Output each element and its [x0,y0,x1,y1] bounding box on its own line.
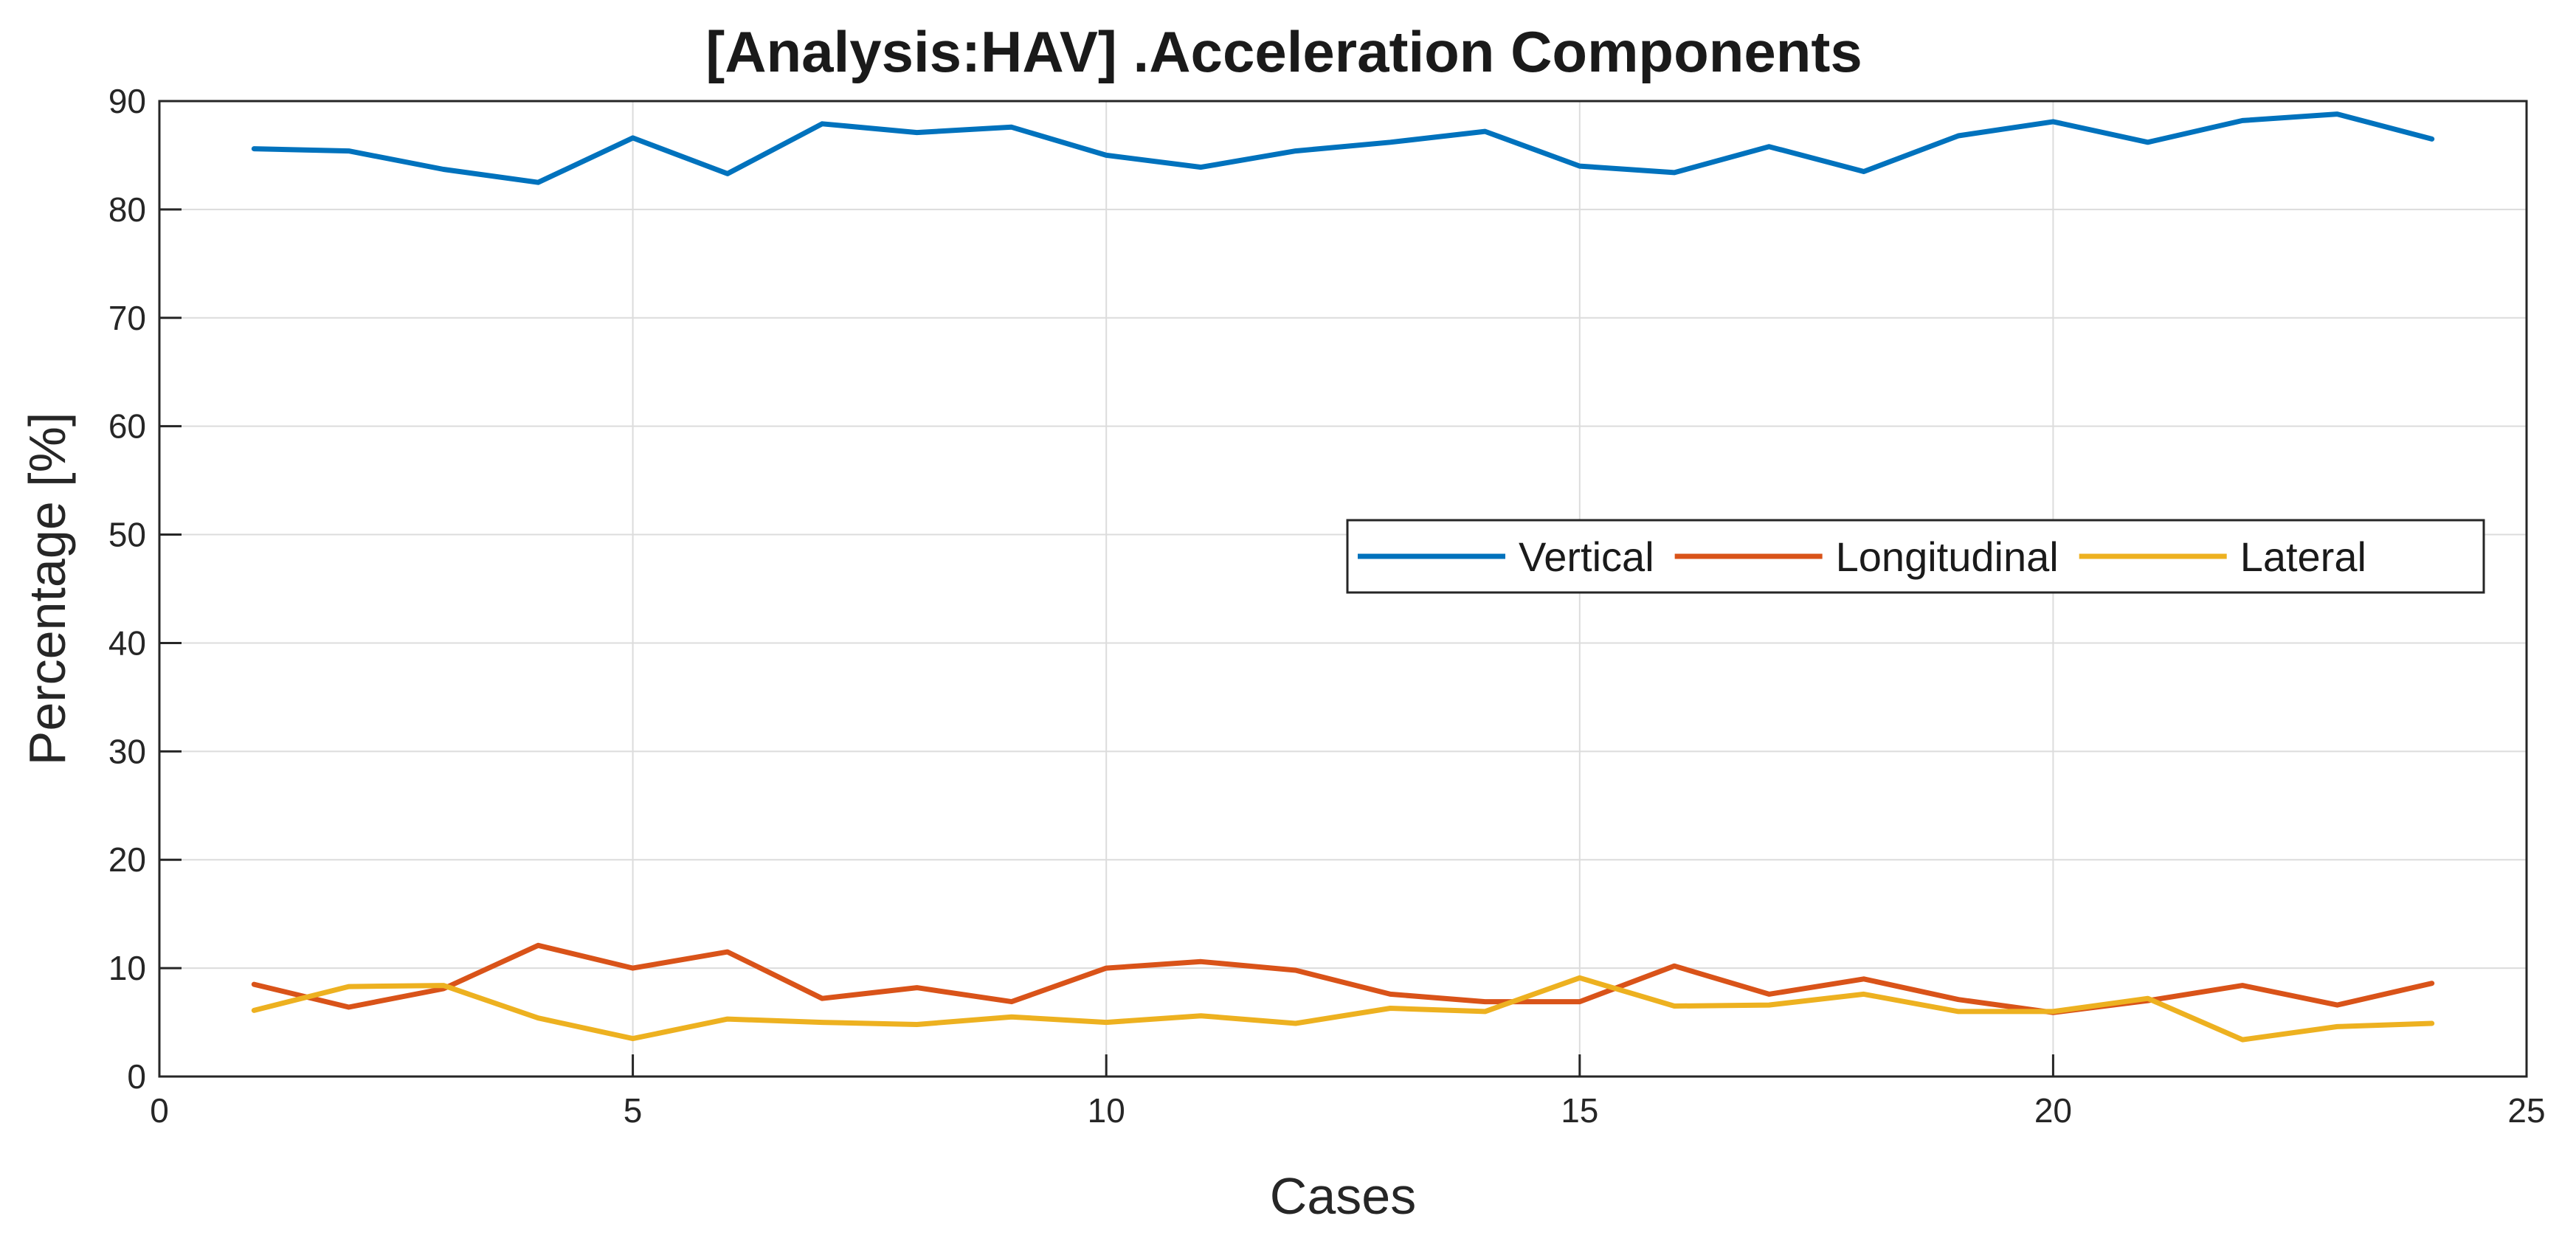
legend-label-vertical: Vertical [1519,533,1654,580]
y-tick-label: 30 [108,732,146,770]
x-tick-label: 10 [1088,1091,1125,1130]
y-tick-label: 70 [108,299,146,337]
legend: Vertical Longitudinal Lateral [1346,519,2485,594]
y-tick-label: 50 [108,516,146,554]
x-tick-label: 0 [150,1091,169,1130]
y-tick-label: 0 [127,1057,146,1096]
series-line-lateral [251,975,2435,1043]
y-tick-label: 40 [108,623,146,662]
chart-title: [Analysis:HAV] .Acceleration Components [705,19,1862,84]
y-tick-label: 20 [108,840,146,879]
x-tick-label: 15 [1561,1091,1598,1130]
ticks: 0 5 10 15 20 25 0 10 20 30 40 50 60 70 80 90 [108,82,2546,1130]
series-lines [251,111,2435,1043]
y-tick-label: 10 [108,949,146,987]
legend-label-lateral: Lateral [2240,533,2366,580]
x-tick-label: 20 [2034,1091,2072,1130]
series-line-vertical [251,111,2435,185]
plot-area-border [158,100,2528,1078]
x-tick-label: 5 [624,1091,643,1130]
y-tick-label: 60 [108,407,146,446]
legend-label-longitudinal: Longitudinal [1836,533,2059,580]
x-axis-label: Cases [1270,1167,1416,1225]
y-tick-label: 90 [108,82,146,120]
legend-box [1346,519,2485,594]
y-axis-label: Percentage [%] [18,412,76,766]
x-tick-label: 25 [2507,1091,2545,1130]
y-tick-label: 80 [108,190,146,229]
